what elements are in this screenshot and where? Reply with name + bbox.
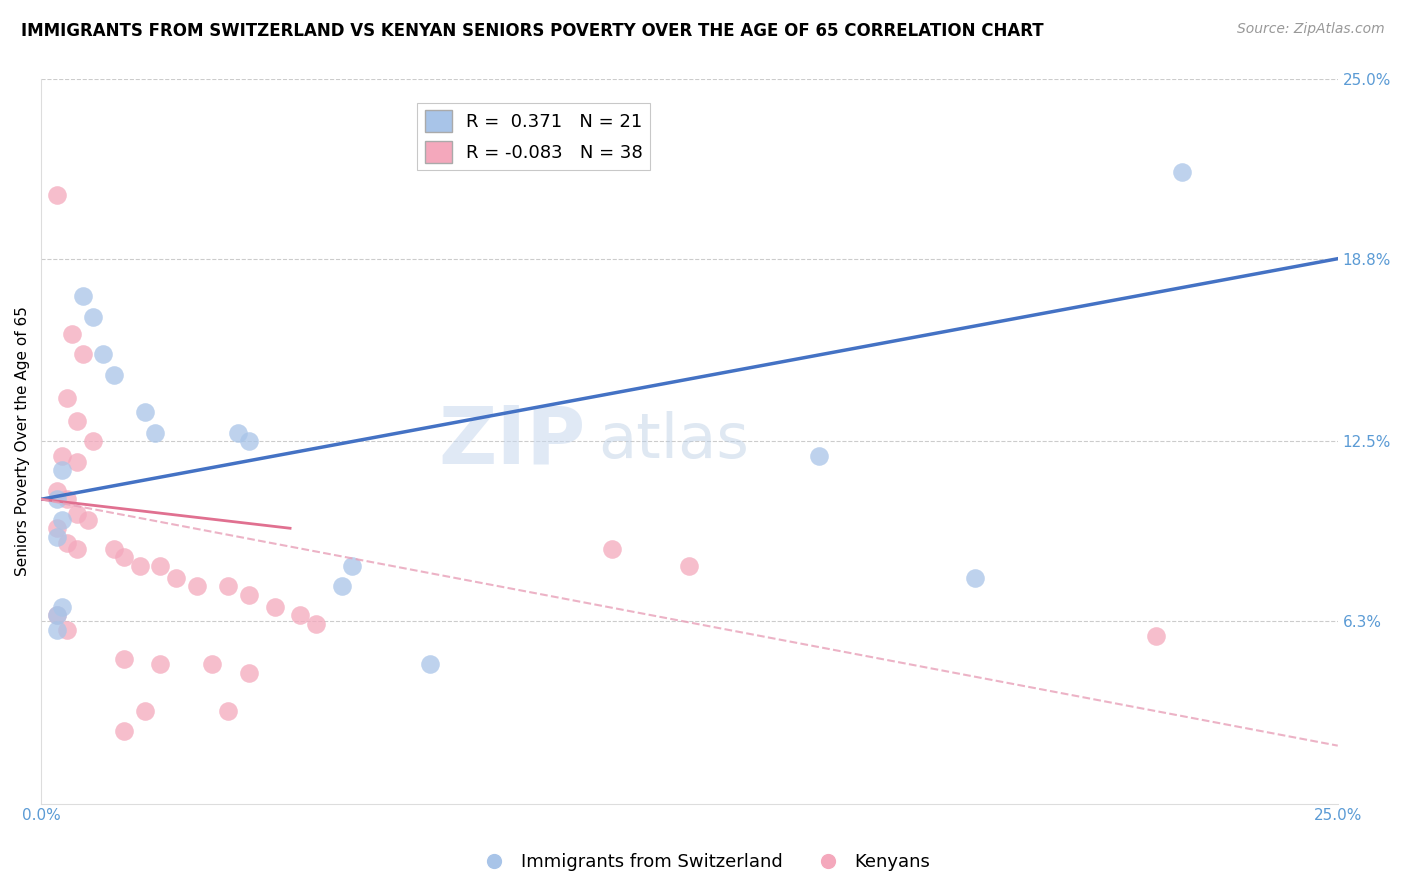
Point [149,558,172,573]
Point [72,347,94,361]
Point [238,666,260,681]
Point [66,507,89,521]
Point [217,579,239,593]
Point [51,512,73,526]
Point [600,541,623,556]
Point [149,657,172,672]
Point [238,588,260,602]
Legend: R =  0.371   N = 21, R = -0.083   N = 38: R = 0.371 N = 21, R = -0.083 N = 38 [418,103,650,170]
Point [112,651,135,665]
Point [143,425,166,440]
Text: atlas: atlas [599,411,749,471]
Point [217,704,239,718]
Point [201,657,224,672]
Point [51,449,73,463]
Point [342,558,364,573]
Point [66,454,89,468]
Point [134,405,156,419]
Point [72,289,94,303]
Text: ZIP: ZIP [439,402,586,480]
Point [128,558,150,573]
Point [82,434,104,449]
Point [56,535,79,549]
Point [963,570,986,584]
Point [60,326,83,341]
Point [112,724,135,739]
Point [134,704,156,718]
Point [45,623,67,637]
Point [66,414,89,428]
Point [1171,165,1194,179]
Point [45,521,67,535]
Point [419,657,441,672]
Point [45,483,67,498]
Point [45,188,67,202]
Point [93,347,115,361]
Point [45,608,67,623]
Point [238,434,260,449]
Point [305,616,328,631]
Point [330,579,353,593]
Point [165,570,187,584]
Point [66,541,89,556]
Point [51,599,73,614]
Y-axis label: Seniors Poverty Over the Age of 65: Seniors Poverty Over the Age of 65 [15,306,30,576]
Point [51,463,73,477]
Point [263,599,285,614]
Point [678,558,700,573]
Point [112,550,135,565]
Point [56,492,79,507]
Point [45,492,67,507]
Legend: Immigrants from Switzerland, Kenyans: Immigrants from Switzerland, Kenyans [468,847,938,879]
Point [56,391,79,405]
Point [82,310,104,324]
Point [186,579,208,593]
Point [226,425,249,440]
Point [1144,628,1167,642]
Point [808,449,831,463]
Point [76,512,98,526]
Text: Source: ZipAtlas.com: Source: ZipAtlas.com [1237,22,1385,37]
Point [45,608,67,623]
Point [45,530,67,544]
Point [103,541,125,556]
Point [103,368,125,382]
Point [56,623,79,637]
Text: IMMIGRANTS FROM SWITZERLAND VS KENYAN SENIORS POVERTY OVER THE AGE OF 65 CORRELA: IMMIGRANTS FROM SWITZERLAND VS KENYAN SE… [21,22,1043,40]
Point [290,608,312,623]
